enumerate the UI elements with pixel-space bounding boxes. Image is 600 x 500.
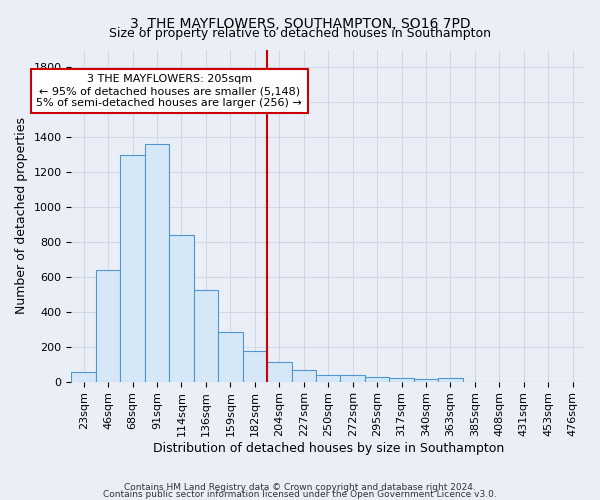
- Bar: [96, 270, 121, 382]
- Bar: [292, 370, 316, 382]
- Bar: [267, 362, 292, 382]
- Text: Contains public sector information licensed under the Open Government Licence v3: Contains public sector information licen…: [103, 490, 497, 499]
- Bar: [218, 332, 242, 382]
- Text: Size of property relative to detached houses in Southampton: Size of property relative to detached ho…: [109, 28, 491, 40]
- Y-axis label: Number of detached properties: Number of detached properties: [15, 118, 28, 314]
- Bar: [169, 235, 194, 382]
- Bar: [389, 378, 414, 382]
- Bar: [71, 372, 96, 382]
- Text: 3, THE MAYFLOWERS, SOUTHAMPTON, SO16 7PD: 3, THE MAYFLOWERS, SOUTHAMPTON, SO16 7PD: [130, 18, 470, 32]
- Bar: [365, 376, 389, 382]
- Bar: [414, 379, 438, 382]
- X-axis label: Distribution of detached houses by size in Southampton: Distribution of detached houses by size …: [152, 442, 504, 455]
- Text: 3 THE MAYFLOWERS: 205sqm
← 95% of detached houses are smaller (5,148)
5% of semi: 3 THE MAYFLOWERS: 205sqm ← 95% of detach…: [37, 74, 302, 108]
- Bar: [242, 351, 267, 382]
- Bar: [121, 154, 145, 382]
- Bar: [145, 144, 169, 382]
- Bar: [438, 378, 463, 382]
- Bar: [340, 376, 365, 382]
- Text: Contains HM Land Registry data © Crown copyright and database right 2024.: Contains HM Land Registry data © Crown c…: [124, 484, 476, 492]
- Bar: [316, 374, 340, 382]
- Bar: [194, 290, 218, 382]
